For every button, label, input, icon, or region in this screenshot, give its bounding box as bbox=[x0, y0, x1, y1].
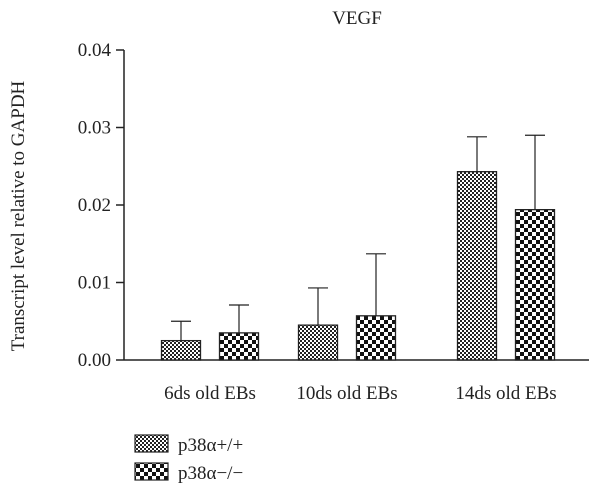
category-label: 10ds old EBs bbox=[296, 383, 397, 404]
bar bbox=[355, 315, 397, 361]
category-label: 14ds old EBs bbox=[455, 383, 556, 404]
bar bbox=[456, 171, 498, 361]
y-tick-label: 0.03 bbox=[78, 118, 111, 139]
legend-label: p38α−/− bbox=[178, 463, 243, 484]
legend-swatch bbox=[134, 462, 169, 481]
legend: p38α+/+ p38α−/− bbox=[134, 434, 243, 484]
bar bbox=[218, 332, 260, 361]
chart-title: VEGF bbox=[332, 8, 382, 29]
y-tick-label: 0.04 bbox=[78, 40, 112, 61]
y-axis-label: Transcript level relative to GAPDH bbox=[8, 80, 29, 351]
bar bbox=[514, 208, 556, 361]
bar bbox=[160, 339, 202, 361]
category-labels: 6ds old EBs 10ds old EBs 14ds old EBs bbox=[164, 383, 557, 404]
bar bbox=[297, 324, 339, 361]
legend-label: p38α+/+ bbox=[178, 435, 243, 456]
category-label: 6ds old EBs bbox=[164, 383, 256, 404]
legend-swatch bbox=[134, 434, 169, 453]
y-tick-label: 0.00 bbox=[78, 350, 111, 371]
y-tick-label: 0.01 bbox=[78, 273, 111, 294]
y-tick-label: 0.02 bbox=[78, 195, 111, 216]
y-axis-ticks: 0.00 0.01 0.02 0.03 0.04 bbox=[78, 40, 124, 371]
bars-group bbox=[160, 134, 556, 361]
